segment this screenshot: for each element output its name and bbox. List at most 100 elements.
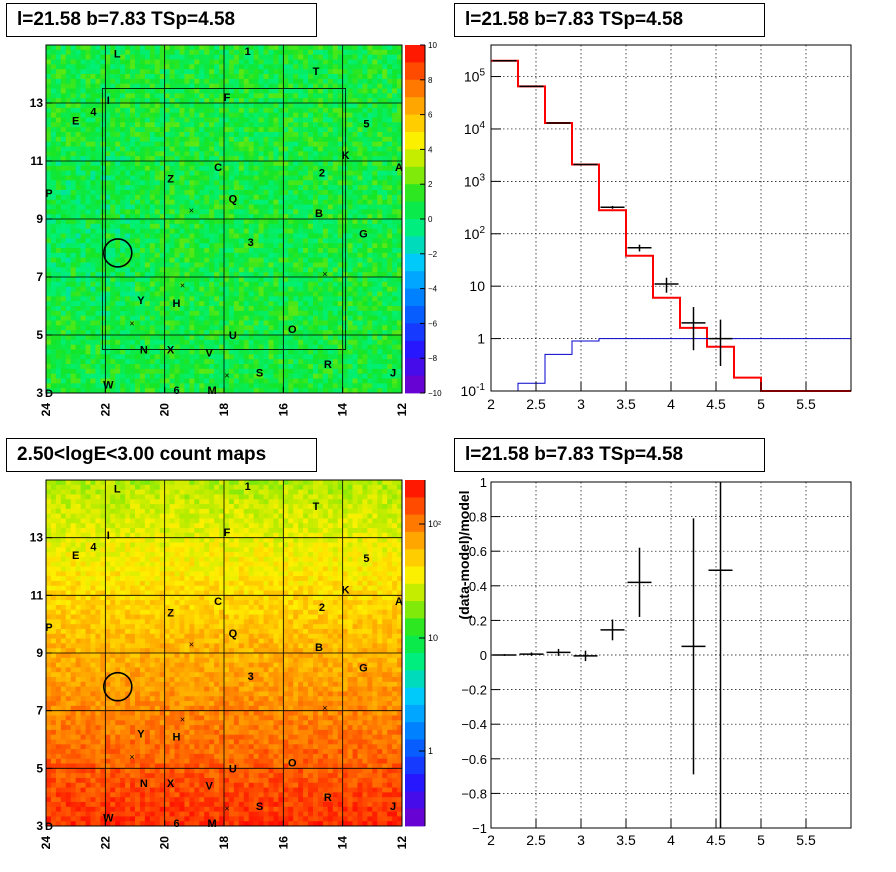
- map-pixel: [164, 320, 171, 326]
- map-pixel: [233, 170, 240, 176]
- map-pixel: [120, 180, 126, 186]
- map-pixel: [337, 78, 344, 85]
- map-pixel: [194, 136, 200, 143]
- map-pixel: [55, 339, 62, 346]
- map-pixel: [357, 170, 363, 176]
- map-pixel: [253, 388, 260, 394]
- map-pixel: [60, 339, 67, 346]
- map-pixel: [253, 122, 260, 128]
- map-pixel: [248, 228, 255, 234]
- map-pixel: [278, 122, 284, 128]
- map-pixel: [233, 262, 240, 268]
- map-pixel: [377, 368, 383, 375]
- map-pixel: [139, 180, 146, 186]
- map-pixel: [204, 373, 210, 379]
- map-pixel: [308, 320, 314, 326]
- map-pixel: [50, 315, 57, 321]
- map-pixel: [60, 359, 67, 365]
- map-pixel: [199, 54, 205, 60]
- map-pixel: [342, 78, 349, 85]
- map-pixel: [308, 330, 314, 336]
- map-pixel: [154, 243, 161, 249]
- map-pixel: [60, 335, 67, 341]
- map-pixel: [80, 267, 86, 273]
- map-pixel: [70, 93, 77, 99]
- map-pixel: [144, 219, 151, 225]
- map-pixel: [243, 103, 250, 109]
- map-pixel: [90, 301, 96, 307]
- map-pixel: [248, 233, 255, 239]
- map-pixel: [214, 330, 220, 336]
- map-pixel: [288, 349, 294, 355]
- map-pixel: [377, 78, 383, 85]
- map-pixel: [283, 156, 289, 162]
- map-pixel: [258, 310, 264, 317]
- map-pixel: [377, 141, 383, 147]
- map-pixel: [387, 156, 393, 162]
- map-pixel: [362, 156, 368, 162]
- map-pixel: [120, 107, 126, 114]
- map-pixel: [100, 161, 106, 167]
- map-pixel: [357, 267, 363, 273]
- map-pixel: [233, 45, 240, 51]
- map-pixel: [387, 98, 393, 104]
- map-pixel: [322, 156, 329, 162]
- map-pixel: [377, 310, 383, 317]
- map-pixel: [258, 165, 264, 172]
- map-pixel: [90, 339, 96, 346]
- map-pixel: [125, 194, 131, 201]
- map-pixel: [149, 127, 156, 133]
- map-pixel: [90, 190, 96, 196]
- map-pixel: [139, 228, 146, 234]
- map-pixel: [46, 45, 52, 51]
- map-pixel: [219, 141, 225, 147]
- map-pixel: [228, 310, 235, 317]
- map-pixel: [209, 296, 215, 302]
- map-pixel: [283, 310, 289, 317]
- map-pixel: [189, 64, 195, 70]
- map-pixel: [233, 359, 240, 365]
- map-pixel: [100, 180, 106, 186]
- map-pixel: [214, 199, 220, 205]
- map-pixel: [55, 170, 62, 176]
- map-pixel: [268, 219, 274, 225]
- map-pixel: [357, 83, 363, 89]
- map-pixel: [283, 165, 289, 172]
- map-pixel: [253, 243, 260, 249]
- map-pixel: [214, 74, 220, 80]
- map-pixel: [80, 243, 86, 249]
- map-pixel: [253, 330, 260, 336]
- map-pixel: [80, 296, 86, 302]
- map-pixel: [233, 277, 240, 283]
- map-pixel: [100, 373, 106, 379]
- map-pixel: [194, 339, 200, 346]
- map-pixel: [248, 127, 255, 133]
- map-pixel: [115, 185, 121, 191]
- map-pixel: [179, 349, 185, 355]
- map-pixel: [219, 262, 225, 268]
- map-pixel: [50, 344, 57, 350]
- map-pixel: [322, 83, 329, 89]
- map-pixel: [159, 54, 166, 60]
- map-pixel: [139, 286, 146, 292]
- map-pixel: [258, 286, 264, 292]
- map-pixel: [55, 112, 62, 118]
- map-pixel: [322, 233, 329, 239]
- map-pixel: [317, 306, 324, 312]
- map-pixel: [308, 190, 314, 196]
- map-pixel: [125, 117, 131, 123]
- map-pixel: [149, 296, 156, 302]
- map-pixel: [357, 156, 363, 162]
- map-pixel: [149, 257, 156, 263]
- map-pixel: [100, 262, 106, 268]
- map-pixel: [179, 277, 185, 283]
- map-pixel: [303, 165, 309, 172]
- map-pixel: [60, 219, 67, 225]
- map-pixel: [372, 383, 378, 389]
- map-pixel: [332, 388, 339, 394]
- map-pixel: [169, 127, 175, 133]
- map-pixel: [308, 272, 314, 278]
- map-pixel: [253, 74, 260, 80]
- map-pixel: [387, 69, 393, 75]
- map-pixel: [332, 170, 339, 176]
